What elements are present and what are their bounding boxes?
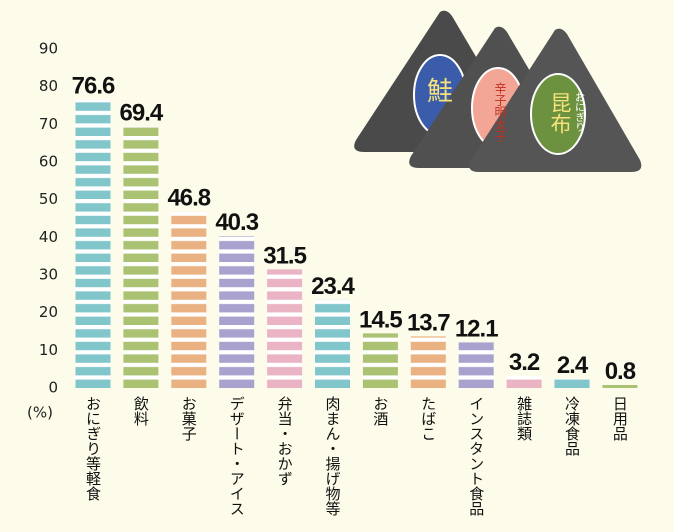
- value-label: 0.8: [605, 358, 636, 385]
- x-tick-label: 弁当・おかず: [276, 396, 294, 486]
- y-tick-label: 50: [39, 190, 58, 208]
- bar: [459, 342, 494, 388]
- bar: [123, 127, 158, 388]
- x-tick-label: お菓子: [180, 396, 198, 441]
- value-label: 40.3: [215, 209, 258, 236]
- bar: [267, 269, 302, 388]
- x-tick-label: 日用品: [611, 396, 629, 441]
- bar: [76, 99, 111, 388]
- y-unit: (%): [27, 404, 53, 422]
- x-tick-label: 肉まん・揚げ物等: [324, 396, 342, 516]
- y-tick-label: 40: [39, 228, 58, 246]
- y-tick-label: 60: [39, 153, 58, 171]
- value-label: 13.7: [407, 309, 450, 336]
- y-tick-label: 90: [39, 40, 58, 58]
- value-label: 14.5: [359, 306, 402, 333]
- y-tick-label: 70: [39, 115, 58, 133]
- value-label: 23.4: [311, 273, 355, 300]
- y-tick-label: 30: [39, 266, 58, 284]
- value-label: 12.1: [455, 315, 498, 342]
- x-tick-label: インスタント食品: [467, 396, 485, 516]
- illustration-label: 辛子明太子: [493, 82, 507, 142]
- value-label: 3.2: [509, 349, 540, 376]
- illustration-label: おにぎり: [573, 92, 584, 132]
- y-tick-label: 20: [39, 303, 58, 321]
- illustration-label: 昆布: [548, 92, 572, 134]
- bar: [363, 333, 398, 388]
- value-label: 76.6: [72, 72, 115, 99]
- bar: [315, 300, 350, 388]
- value-label: 46.8: [167, 185, 210, 212]
- x-tick-label: おにぎり等軽食: [84, 396, 102, 501]
- y-tick-label: 80: [39, 77, 58, 95]
- x-tick-label: 飲料: [132, 396, 150, 426]
- x-tick-label: デザート・アイス: [228, 396, 246, 516]
- x-tick-label: お酒: [371, 396, 389, 426]
- bar: [171, 212, 206, 388]
- x-tick-label: 雑誌類: [515, 396, 533, 441]
- value-label: 69.4: [120, 100, 164, 127]
- bar: [219, 236, 254, 388]
- value-label: 31.5: [263, 242, 306, 269]
- y-tick-label: 0: [48, 379, 58, 397]
- y-tick-label: 10: [39, 341, 58, 359]
- bar: [602, 385, 637, 388]
- bar: [555, 379, 590, 388]
- x-tick-label: 冷凍食品: [563, 396, 581, 456]
- value-label: 2.4: [557, 352, 589, 379]
- chart: 鮭 辛子明太子 昆布 おにぎり (%) 0 10 20 30 40 50 60 70 80 90 7…: [0, 0, 674, 532]
- illustration-label: 鮭: [427, 77, 453, 107]
- bar: [411, 336, 446, 388]
- bar: [507, 376, 542, 388]
- x-tick-label: たばこ: [419, 396, 437, 441]
